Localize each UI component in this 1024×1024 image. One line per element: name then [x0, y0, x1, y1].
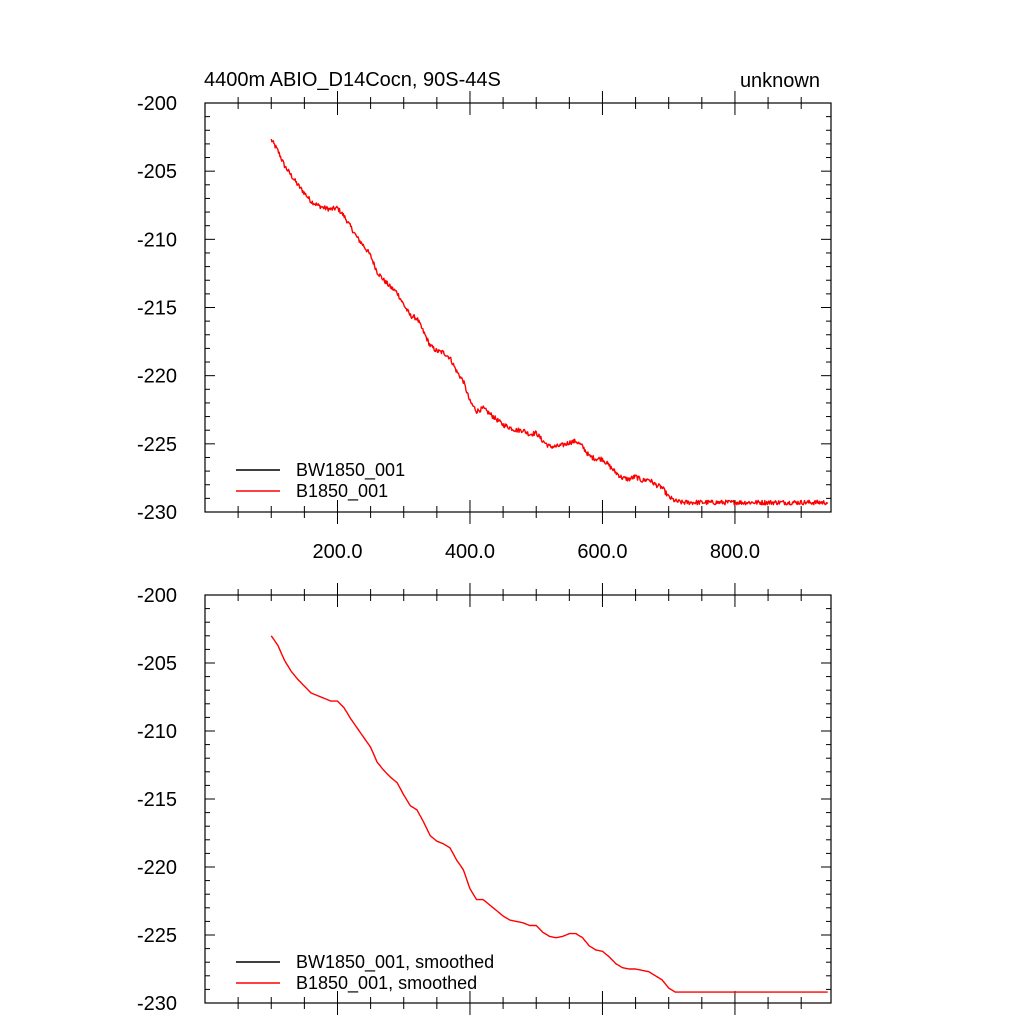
- chart-title-right: unknown: [740, 70, 820, 92]
- y-tick-label: -215: [137, 298, 177, 320]
- y-tick-label: -220: [137, 857, 177, 879]
- x-tick-label: 800.0: [710, 541, 760, 563]
- legend-label-b1850: B1850_001: [296, 481, 388, 502]
- y-tick-label: -200: [137, 585, 177, 607]
- plot-frame: [204, 102, 832, 513]
- y-tick-label: -210: [137, 721, 177, 743]
- legend-label-bw1850-smoothed: BW1850_001, smoothed: [296, 952, 494, 973]
- y-tick-label: -230: [137, 502, 177, 524]
- y-tick-label: -215: [137, 789, 177, 811]
- y-tick-label: -230: [137, 993, 177, 1015]
- y-tick-label: -200: [137, 93, 177, 115]
- top-panel: -200 -205 -210 -215 -220 -225 -230 200.0 400.0 60…: [137, 91, 832, 563]
- bottom-panel: -200 -205 -210 -215 -220 -225 -230: [137, 583, 832, 1015]
- x-tick-label: 400.0: [445, 541, 495, 563]
- y-tick-label: -225: [137, 434, 177, 456]
- top-legend: BW1850_001 B1850_001: [236, 460, 405, 502]
- chart-title: 4400m ABIO_D14Cocn, 90S-44S: [204, 69, 501, 91]
- bottom-legend: BW1850_001, smoothed B1850_001, smoothed: [236, 952, 494, 994]
- series-line-b1850-001-smoothed: [270, 635, 828, 993]
- legend-label-b1850-smoothed: B1850_001, smoothed: [296, 973, 477, 994]
- y-tick-label: -225: [137, 925, 177, 947]
- x-tick-label: 200.0: [312, 541, 362, 563]
- x-tick-label: 600.0: [577, 541, 627, 563]
- y-tick-label: -205: [137, 653, 177, 675]
- y-tick-label: -220: [137, 366, 177, 388]
- plot-frame: [204, 594, 832, 1004]
- y-tick-label: -210: [137, 229, 177, 251]
- legend-label-bw1850: BW1850_001: [296, 460, 405, 481]
- y-tick-label: -205: [137, 161, 177, 183]
- series-line-b1850-001: [270, 138, 829, 506]
